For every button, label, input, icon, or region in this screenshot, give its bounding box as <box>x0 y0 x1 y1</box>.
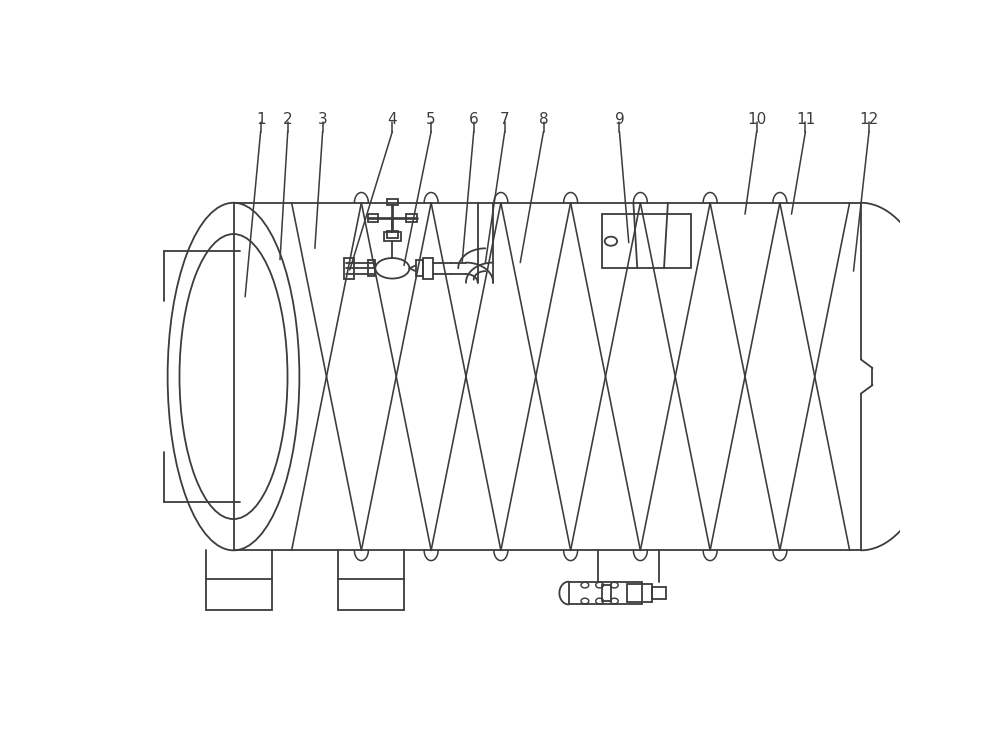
Bar <box>627 584 652 602</box>
Bar <box>652 588 666 599</box>
Text: 1: 1 <box>256 112 265 127</box>
Text: 6: 6 <box>469 112 479 127</box>
Text: 12: 12 <box>859 112 879 127</box>
Bar <box>387 231 398 238</box>
Text: 8: 8 <box>539 112 548 127</box>
Text: 11: 11 <box>796 112 815 127</box>
Bar <box>344 258 354 278</box>
Bar <box>338 579 404 610</box>
Bar <box>368 260 375 276</box>
Bar <box>602 214 691 269</box>
Bar <box>569 582 642 605</box>
Bar <box>416 260 423 276</box>
Bar <box>602 585 611 601</box>
Text: 10: 10 <box>747 112 766 127</box>
Text: 2: 2 <box>283 112 293 127</box>
Text: 3: 3 <box>318 112 328 127</box>
Bar <box>368 214 378 222</box>
Text: 7: 7 <box>500 112 510 127</box>
Bar <box>406 214 417 222</box>
Bar <box>206 579 272 610</box>
Bar <box>423 258 433 278</box>
Text: 4: 4 <box>388 112 397 127</box>
Text: 9: 9 <box>615 112 624 127</box>
Text: 5: 5 <box>426 112 436 127</box>
Bar <box>384 232 401 241</box>
Bar <box>387 198 398 206</box>
